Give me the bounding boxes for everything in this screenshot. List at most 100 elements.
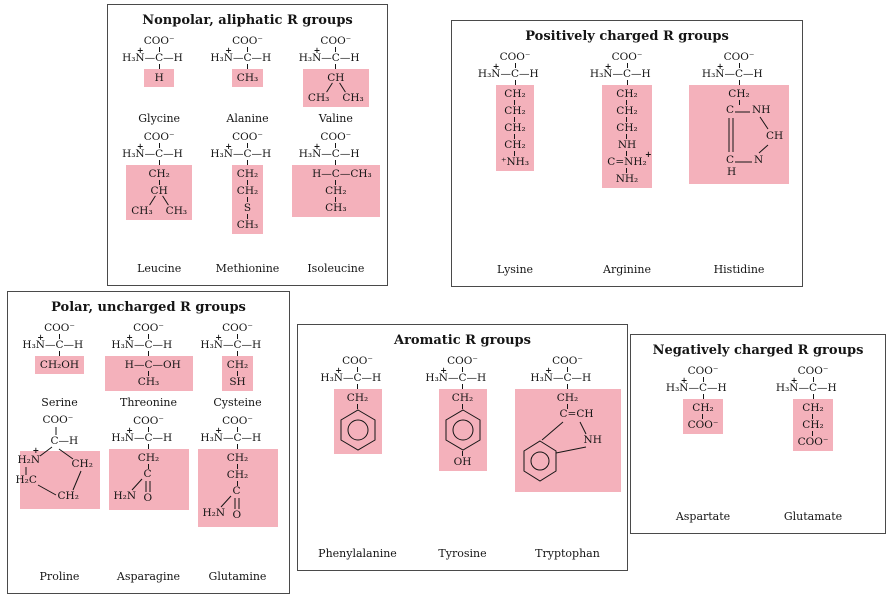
bond-vertical — [335, 160, 337, 165]
structure-text: CH₃ — [137, 376, 160, 388]
bond-diagonal-line — [149, 195, 156, 206]
panel-negatively-charged: Negatively charged R groups COO⁻ H₃N + —C— H… — [630, 334, 886, 534]
plus-charge: + — [604, 61, 612, 71]
backbone-row: H₃N + —C— H — [297, 142, 375, 160]
panel-title: Aromatic R groups — [394, 333, 531, 348]
amino-acid: COO⁻ H₃N + —C— H CH₂ CH₂ CH₂ CH₂ ⁺NH₃ Lysine — [460, 51, 570, 276]
structure-text: COO⁻ — [143, 131, 175, 143]
r-group-highlight: CH₂ CH₂ COO⁻ — [792, 399, 834, 451]
structure: COO⁻ H₃N + —C— H CH₂ — [319, 355, 397, 454]
structure: COO⁻ H₃N + —C— H CH₂ CH CH₃ CH₃ — [120, 131, 198, 220]
bond-vertical — [246, 143, 248, 148]
backbone-row: H₃N + —C— H — [476, 62, 554, 80]
bond-vertical — [237, 371, 238, 376]
bond-vertical — [626, 117, 628, 122]
bond-vertical — [462, 384, 463, 389]
ring-nh: NH — [583, 434, 602, 446]
bond-vertical — [237, 464, 238, 469]
amino-acid-name: Leucine — [137, 262, 182, 275]
backbone-row: H₃N + —C— H — [199, 333, 277, 351]
bond-vertical — [626, 168, 628, 173]
bb-right: OH — [163, 359, 181, 371]
plus-charge: + — [32, 445, 40, 455]
bb-center: —C— — [798, 382, 828, 394]
bond-vertical — [59, 334, 60, 339]
amino-acid: COO⁻ H₃N + —C— H CH₂ C H₂N O Asparagine — [105, 415, 192, 583]
bond-vertical — [148, 427, 149, 432]
structure-text: CH₂ — [346, 392, 369, 404]
amino-acid-name: Proline — [39, 570, 80, 583]
bb-right: H — [252, 339, 262, 351]
bb-left: H₃N + — [210, 45, 233, 64]
bb-center: —C— — [552, 372, 583, 384]
bb-right: H — [350, 148, 360, 160]
structure: COO⁻ H₃N + —C— H CH₂ C NH CH C N H — [689, 51, 789, 184]
structure-text: COO⁻ — [222, 322, 253, 334]
panel-polar-uncharged: Polar, uncharged R groups COO⁻ H₃N + —C— H CH… — [7, 291, 290, 594]
structure-text: CH₂ — [504, 139, 526, 151]
methyl-pair: CH₃ CH₃ — [131, 205, 187, 217]
structure: COO⁻ H₃N + —C— H CH₂ CH₂ C H₂N O — [197, 415, 278, 527]
structure-text: CH₂ — [802, 402, 824, 414]
backbone-row: H₃N + —C— H — [664, 376, 742, 394]
amide-amine: H₂N — [202, 507, 226, 519]
acid-grid: COO⁻ H₃N + —C— H H Glycine COO⁻ H₃N + —C— H CH₃ Alani… — [108, 31, 387, 285]
bb-right: H — [529, 68, 539, 80]
bb-right: H — [173, 148, 183, 160]
structure-text: CH₃ — [236, 72, 259, 84]
bond-vertical — [237, 351, 238, 356]
bond-vertical — [148, 464, 149, 469]
amino-acid: COO⁻ H₃N + —C— H CH₂ CH₂ S CH₃ Methionine — [204, 131, 290, 275]
bb-left: H₃N + — [530, 365, 553, 384]
bond-vertical — [738, 80, 740, 85]
structure-text: COO⁻ — [44, 322, 75, 334]
bond-vertical — [158, 47, 160, 52]
bb-center: —C— — [222, 339, 253, 351]
plus-charge: + — [790, 375, 798, 385]
structure-text: NH — [617, 139, 637, 151]
backbone-row: H₃N + —C— H — [319, 365, 397, 384]
bb-center: —C— — [321, 148, 351, 160]
methyl-group: CH₃ — [342, 92, 364, 104]
structure: COO⁻ H₃N + —C— H CH CH₃ CH₃ — [297, 35, 375, 107]
ring-carbon: C — [726, 154, 735, 166]
amide-amine: H₂N — [113, 490, 137, 502]
bond-vertical — [158, 143, 160, 148]
amide-bonds-svg — [131, 478, 150, 492]
structure-text: CH₂ — [236, 185, 259, 197]
backbone-row: H₃N + —C— H — [21, 333, 99, 351]
structure-text: COO⁻ — [133, 322, 164, 334]
structure-text: COO⁻ — [552, 355, 583, 367]
structure-text: CH₂ — [616, 105, 638, 117]
bb-right: CH₃ — [350, 168, 372, 180]
plus-charge: + — [136, 45, 144, 55]
bb-left: H — [124, 359, 134, 371]
r-group-highlight: CH₂ CH₂ CH₂ CH₂ ⁺NH₃ — [495, 85, 535, 171]
bond-vertical — [462, 404, 463, 409]
proline-bonds-svg — [19, 427, 100, 509]
ring-ch: CH — [766, 130, 784, 142]
plus-charge: + — [215, 425, 222, 435]
alpha-carbon: C—H — [50, 435, 79, 447]
bb-left: H₃N + — [320, 365, 343, 384]
amino-acid: COO⁻ H₃N + —C— H CH₂ CH₂ C H₂N O Glutamine — [194, 415, 281, 583]
amino-acid-name: Aspartate — [675, 510, 731, 523]
amide-group: C H₂N O — [203, 486, 273, 524]
structure-text: CH₂ — [616, 88, 638, 100]
bb-center: —C— — [688, 382, 718, 394]
bb-right: H — [350, 52, 360, 64]
bb-right: H — [582, 372, 592, 384]
bond-vertical — [237, 334, 238, 339]
bond-vertical — [514, 63, 516, 68]
structure-text: COO⁻ — [797, 365, 829, 377]
bb-left: H₃N + — [200, 425, 223, 444]
structure-text: COO⁻ — [611, 51, 643, 63]
bond-vertical — [738, 63, 740, 68]
bb-left: H₃N + — [775, 375, 799, 394]
r-group-highlight: CH₂ CH CH₃ CH₃ — [126, 165, 193, 220]
bond-vertical — [357, 404, 358, 409]
r-group-highlight: CH₂ CH₂ CH₂ NH C=NH₂ + NH₂ — [602, 85, 652, 188]
backbone-row: H₃N + —C— H — [120, 142, 198, 160]
panel-title: Negatively charged R groups — [652, 343, 864, 358]
r-group-highlight: H — [144, 69, 175, 87]
